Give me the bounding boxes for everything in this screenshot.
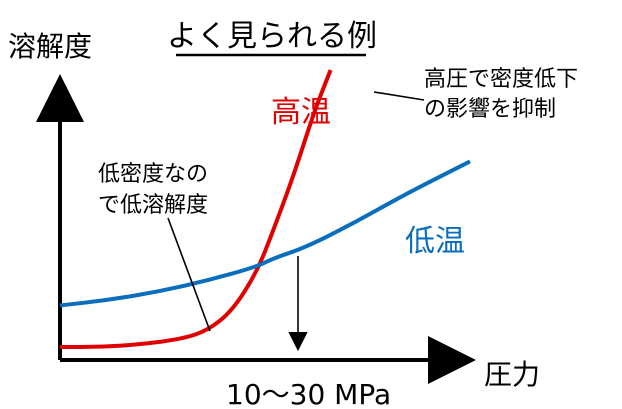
crossover-pressure-label: 10～30 MPa (226, 378, 391, 409)
series-high-temperature-line (59, 69, 333, 350)
annotation-high-pressure-line-1: 高圧で密度低下 (424, 67, 578, 92)
annotation-high-pressure-leader (373, 91, 425, 101)
series-label-low-temperature: 低温 (405, 224, 465, 259)
annotation-high-pressure-line-2: の影響を抑制 (424, 97, 556, 122)
series-low-temperature-line (59, 159, 471, 308)
annotation-low-density-line-1: 低密度なの (98, 162, 208, 187)
y-axis-label: 溶解度 (8, 30, 92, 63)
series-label-high-temperature: 高温 (271, 95, 331, 130)
annotation-low-density-line-2: で低溶解度 (98, 193, 208, 218)
annotation-low-density-leader (167, 217, 211, 332)
x-axis-label: 圧力 (484, 358, 540, 391)
chart-title: よく見られる例 (167, 19, 377, 54)
